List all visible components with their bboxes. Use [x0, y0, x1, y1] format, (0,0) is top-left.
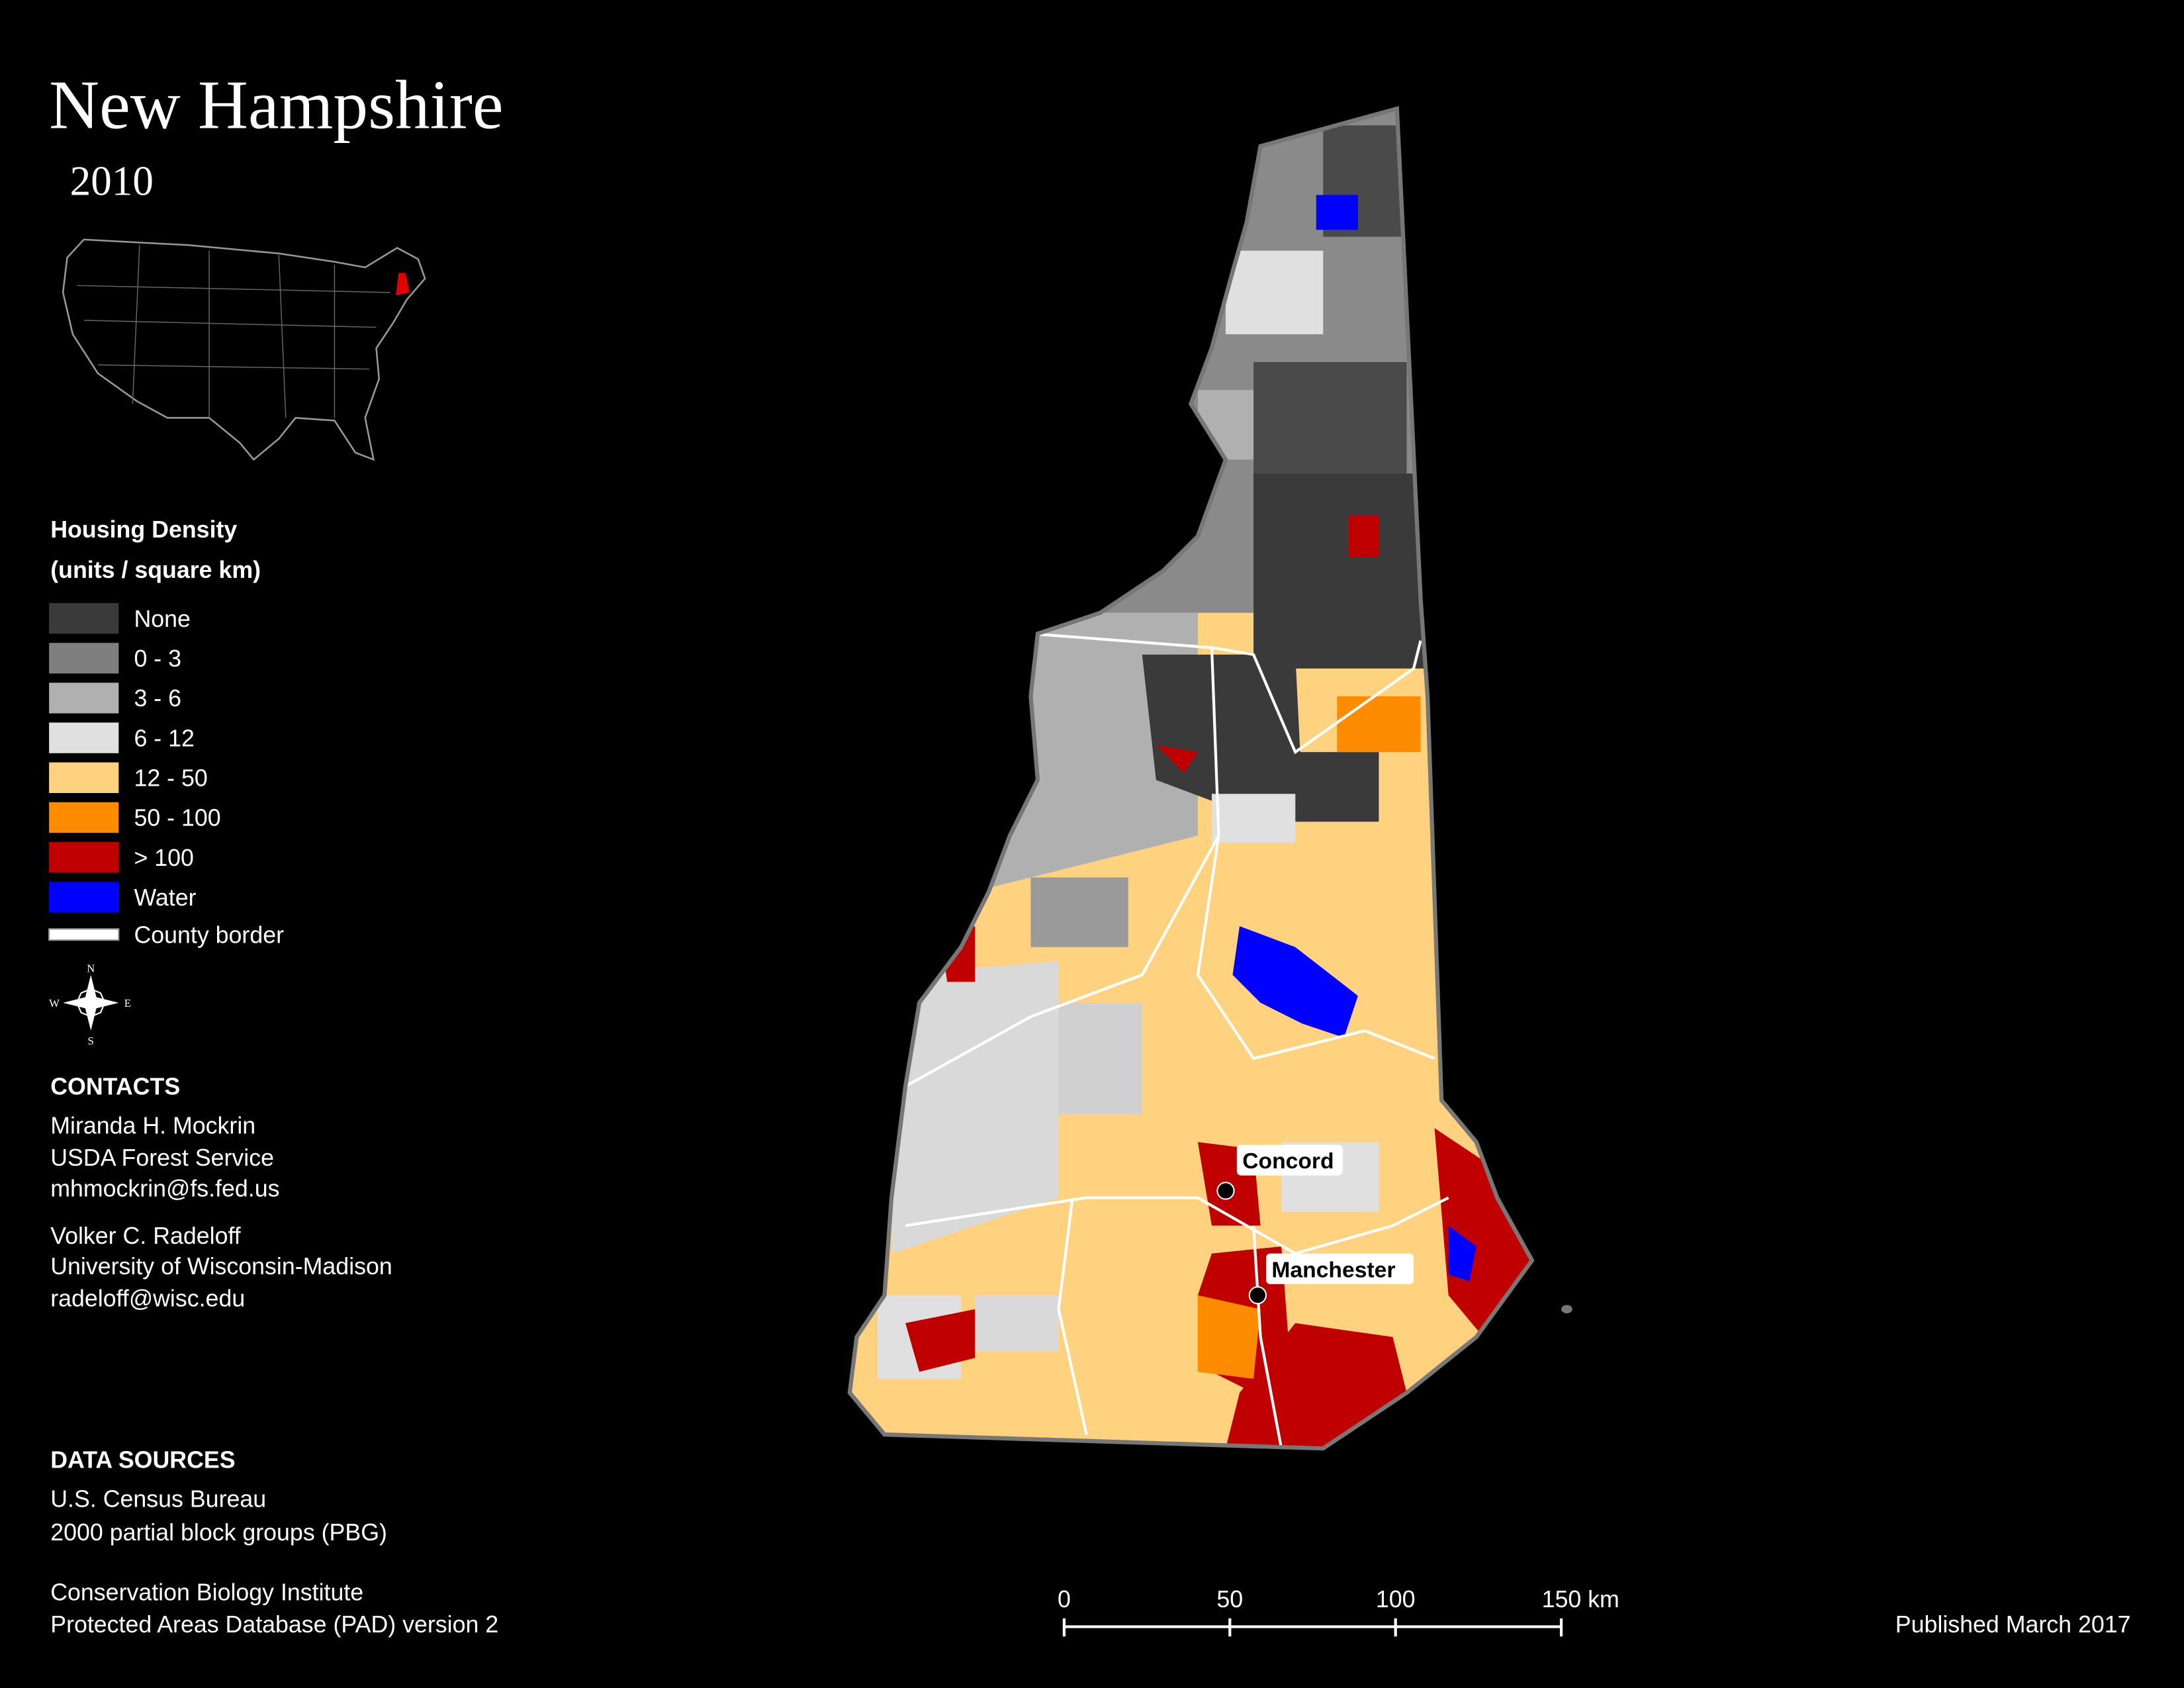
legend-label: Water — [134, 884, 196, 911]
island — [1561, 1305, 1572, 1314]
scale-label: 50 — [1216, 1586, 1243, 1613]
legend-swatch — [49, 643, 119, 674]
scale-label: 100 — [1376, 1586, 1416, 1613]
city-dot — [1216, 1182, 1235, 1200]
compass: N S E W — [49, 962, 131, 1047]
state-outline — [847, 106, 1535, 1451]
legend-swatch — [49, 802, 119, 833]
section-heading: DATA SOURCES — [50, 1447, 235, 1474]
contact-line: Volker C. Radeloff — [50, 1223, 241, 1249]
legend-subtitle: (units / square km) — [50, 557, 261, 583]
legend-label: County border — [134, 921, 284, 948]
legend-swatch — [49, 842, 119, 873]
city-label-box — [1265, 1253, 1414, 1284]
compass-letter: S — [88, 1035, 94, 1047]
section-heading: CONTACTS — [50, 1074, 180, 1100]
source-line: Protected Areas Database (PAD) version 2 — [50, 1611, 498, 1638]
legend-label: None — [134, 606, 190, 632]
legend: None 0 - 3 3 - 6 6 - 12 12 - 50 50 - 100 > 100… — [49, 603, 221, 913]
legend-title: Housing Density — [50, 516, 237, 543]
us-inset — [62, 238, 426, 461]
city-dot — [1248, 1286, 1267, 1305]
scale-label: 0 — [1058, 1586, 1071, 1613]
legend-label: > 100 — [134, 845, 193, 871]
legend-swatch — [49, 682, 119, 714]
map-title: New Hampshire — [49, 66, 503, 144]
compass-letter: E — [124, 997, 131, 1009]
scale-bar: 0 50 100 150 km — [1058, 1586, 1619, 1637]
published-note: Published March 2017 — [1895, 1611, 2131, 1638]
compass-letter: W — [49, 997, 60, 1009]
legend-label: 0 - 3 — [134, 645, 181, 672]
legend-swatch — [49, 882, 119, 913]
city-label: Manchester — [1271, 1258, 1395, 1282]
source-line: Conservation Biology Institute — [50, 1579, 363, 1605]
source-line: U.S. Census Bureau — [50, 1485, 266, 1512]
compass-letter: N — [87, 962, 95, 975]
legend-label: 12 - 50 — [134, 765, 207, 791]
map-year: 2010 — [70, 158, 154, 205]
scale-label: 150 km — [1542, 1586, 1619, 1613]
legend-swatch — [49, 762, 119, 793]
legend-swatch — [49, 603, 119, 634]
city-label-box — [1236, 1145, 1343, 1176]
legend-label: 3 - 6 — [134, 685, 181, 712]
legend-label: 50 - 100 — [134, 805, 220, 831]
legend-swatch — [49, 722, 119, 753]
legend-border-swatch — [48, 928, 120, 941]
source-line: 2000 partial block groups (PBG) — [50, 1519, 387, 1546]
contact-line: mhmockrin@fs.fed.us — [50, 1175, 279, 1201]
contact-line: Miranda H. Mockrin — [50, 1113, 255, 1139]
city-label: Concord — [1242, 1149, 1334, 1174]
contact-line: University of Wisconsin-Madison — [50, 1253, 392, 1280]
legend-label: 6 - 12 — [134, 725, 194, 751]
contact-line: USDA Forest Service — [50, 1145, 274, 1171]
contact-line: radeloff@wisc.edu — [50, 1286, 245, 1312]
